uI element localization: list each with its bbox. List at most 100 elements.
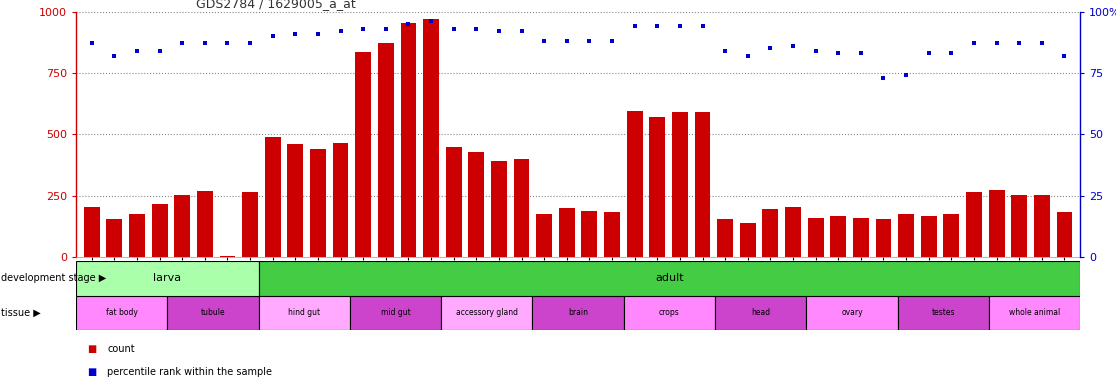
Bar: [785, 207, 801, 257]
Bar: [167, 296, 259, 330]
Bar: [536, 214, 552, 257]
Bar: [491, 161, 507, 257]
Bar: [310, 149, 326, 257]
Point: [445, 26, 463, 32]
Point: [785, 43, 802, 49]
Point: [219, 40, 237, 46]
Bar: [288, 144, 304, 257]
Point: [807, 48, 825, 54]
Point: [852, 50, 869, 56]
Bar: [694, 112, 711, 257]
Bar: [762, 209, 778, 257]
Point: [603, 38, 620, 44]
Text: count: count: [107, 344, 135, 354]
Point: [1056, 53, 1074, 59]
Point: [761, 45, 779, 51]
Text: tubule: tubule: [201, 308, 225, 318]
Point: [196, 40, 214, 46]
Point: [829, 50, 847, 56]
Bar: [989, 296, 1080, 330]
Bar: [921, 215, 936, 257]
Text: tissue ▶: tissue ▶: [1, 308, 41, 318]
Point: [490, 28, 508, 34]
Bar: [469, 152, 484, 257]
Point: [1033, 40, 1051, 46]
Text: adult: adult: [655, 273, 684, 283]
Point: [897, 72, 915, 78]
Bar: [220, 256, 235, 257]
Bar: [259, 296, 349, 330]
Bar: [1033, 195, 1050, 257]
Text: larva: larva: [153, 273, 181, 283]
Bar: [943, 214, 960, 257]
Bar: [966, 192, 982, 257]
Bar: [264, 137, 280, 257]
Bar: [672, 112, 687, 257]
Point: [151, 48, 169, 54]
Text: GDS2784 / 1629005_a_at: GDS2784 / 1629005_a_at: [196, 0, 356, 10]
Point: [580, 38, 598, 44]
Text: testes: testes: [932, 308, 955, 318]
Point: [626, 23, 644, 29]
Point: [128, 48, 146, 54]
Text: ovary: ovary: [841, 308, 863, 318]
Text: hind gut: hind gut: [288, 308, 320, 318]
Bar: [604, 212, 620, 257]
Bar: [349, 296, 441, 330]
Bar: [650, 117, 665, 257]
Bar: [898, 214, 914, 257]
Bar: [423, 19, 439, 257]
Point: [716, 48, 734, 54]
Point: [422, 18, 440, 25]
Bar: [627, 111, 643, 257]
Bar: [129, 214, 145, 257]
Bar: [1011, 195, 1027, 257]
Bar: [196, 191, 213, 257]
Bar: [84, 207, 99, 257]
Point: [920, 50, 937, 56]
Bar: [740, 223, 756, 257]
Point: [671, 23, 689, 29]
Point: [739, 53, 757, 59]
Bar: [1057, 212, 1072, 257]
Bar: [808, 218, 824, 257]
Bar: [853, 218, 868, 257]
Text: crops: crops: [660, 308, 680, 318]
Text: head: head: [751, 308, 770, 318]
Point: [536, 38, 554, 44]
Bar: [378, 43, 394, 257]
Point: [648, 23, 666, 29]
Text: fat body: fat body: [106, 308, 137, 318]
Bar: [259, 261, 1080, 296]
Text: whole animal: whole animal: [1009, 308, 1060, 318]
Point: [942, 50, 960, 56]
Text: development stage ▶: development stage ▶: [1, 273, 106, 283]
Text: mid gut: mid gut: [381, 308, 411, 318]
Point: [377, 26, 395, 32]
Bar: [152, 204, 167, 257]
Bar: [581, 210, 597, 257]
Point: [988, 40, 1006, 46]
Bar: [401, 23, 416, 257]
Point: [241, 40, 259, 46]
Point: [83, 40, 100, 46]
Bar: [989, 190, 1004, 257]
Bar: [242, 192, 258, 257]
Bar: [441, 296, 532, 330]
Bar: [830, 215, 846, 257]
Point: [287, 31, 305, 37]
Point: [105, 53, 123, 59]
Point: [558, 38, 576, 44]
Point: [173, 40, 191, 46]
Point: [309, 31, 327, 37]
Bar: [532, 296, 624, 330]
Bar: [445, 147, 462, 257]
Point: [965, 40, 983, 46]
Bar: [715, 296, 807, 330]
Point: [468, 26, 485, 32]
Bar: [333, 143, 348, 257]
Text: accessory gland: accessory gland: [455, 308, 518, 318]
Bar: [876, 219, 892, 257]
Bar: [897, 296, 989, 330]
Point: [400, 21, 417, 27]
